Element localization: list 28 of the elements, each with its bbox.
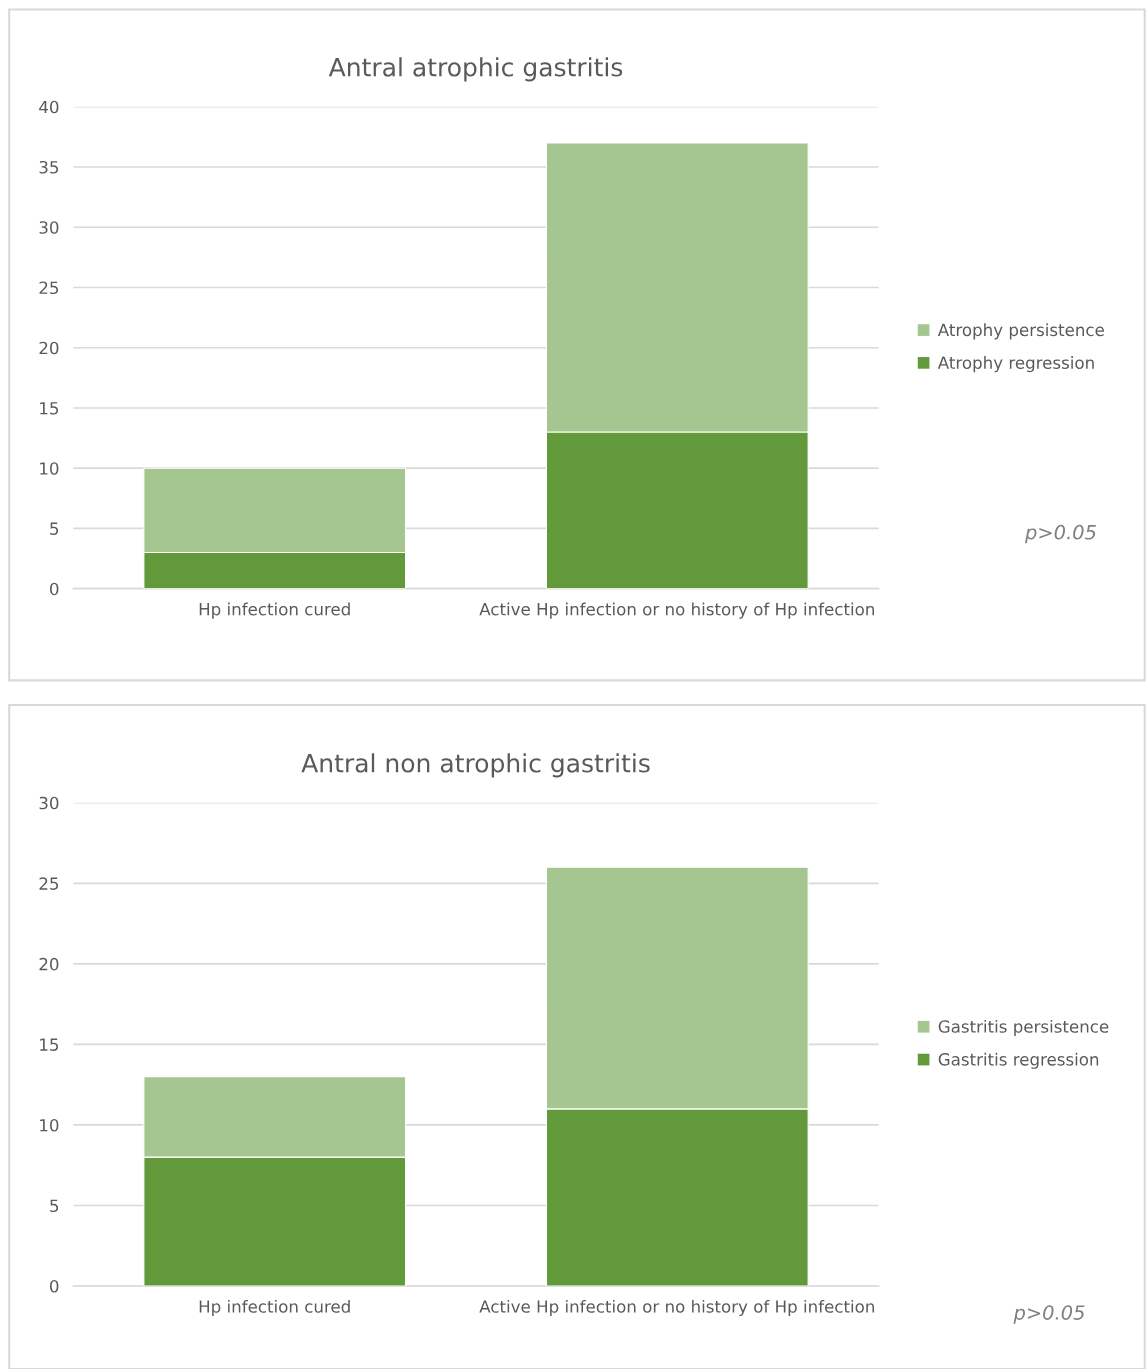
chart-title: Antral non atrophic gastritis [301,753,650,778]
y-tick-label: 10 [40,1118,59,1132]
y-tick-label: 25 [39,877,59,890]
legend-label: Atrophy regression [937,356,1094,373]
legend-label: Gastritis persistence [938,1019,1109,1037]
y-tick-label: 20 [39,341,59,355]
y-tick-label: 40 [39,100,59,114]
x-tick-label: Active Hp infection or no history of Hp infection [479,602,874,619]
y-tick-label: 15 [40,1038,59,1051]
y-tick-label: 25 [39,281,59,295]
text: p>0.05 [1013,1305,1085,1324]
y-tick-label: 0 [50,582,59,596]
y-tick-label: 0 [50,1280,59,1293]
x-tick-label: Active Hp infection or no history of Hp infection [479,1299,874,1317]
y-tick-label: 20 [39,957,59,971]
legend-label: Gastritis regression [938,1052,1099,1069]
chart-title: Antral atrophic gastritis [328,57,623,82]
y-tick-label: 30 [39,796,59,810]
y-tick-label: 35 [39,160,59,174]
x-tick-label: Hp infection cured [199,1299,350,1317]
y-tick-label: 5 [50,522,59,535]
y-tick-label: 15 [40,402,59,415]
y-tick-label: 10 [40,462,59,475]
y-tick-label: 30 [39,221,59,234]
y-tick-label: 5 [50,1199,59,1213]
legend-label: Atrophy persistence [937,323,1104,340]
x-tick-label: Hp infection cured [199,602,350,619]
text: p>0.05 [1024,524,1096,544]
